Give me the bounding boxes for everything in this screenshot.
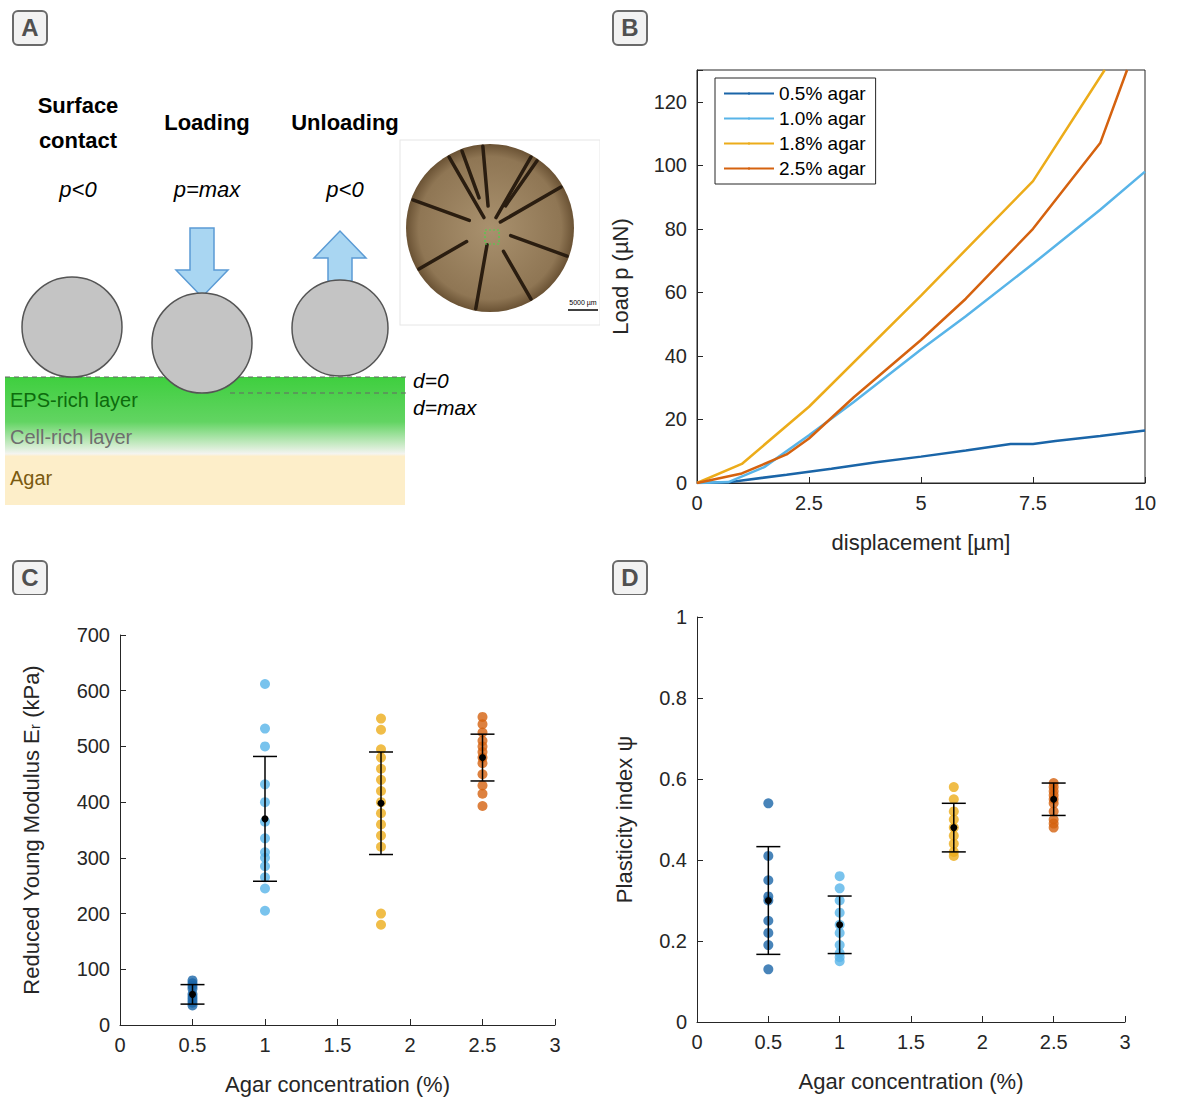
svg-text:0.6: 0.6 — [659, 768, 687, 790]
svg-text:20: 20 — [665, 408, 687, 430]
svg-text:Agar: Agar — [10, 467, 53, 489]
svg-text:0: 0 — [99, 1014, 110, 1036]
svg-text:3: 3 — [549, 1034, 560, 1056]
svg-text:0: 0 — [676, 1011, 687, 1033]
svg-text:1: 1 — [259, 1034, 270, 1056]
svg-text:5: 5 — [915, 492, 926, 514]
svg-text:100: 100 — [77, 958, 110, 980]
svg-text:contact: contact — [39, 128, 118, 153]
svg-text:p<0: p<0 — [58, 177, 97, 202]
svg-text:7.5: 7.5 — [1019, 492, 1047, 514]
svg-text:0: 0 — [114, 1034, 125, 1056]
svg-text:0: 0 — [676, 472, 687, 494]
svg-text:2: 2 — [404, 1034, 415, 1056]
svg-text:40: 40 — [665, 345, 687, 367]
svg-text:0.2: 0.2 — [659, 930, 687, 952]
svg-text:700: 700 — [77, 624, 110, 646]
svg-text:10: 10 — [1134, 492, 1156, 514]
svg-text:2: 2 — [977, 1031, 988, 1053]
svg-text:1.5: 1.5 — [324, 1034, 352, 1056]
svg-text:0.5: 0.5 — [754, 1031, 782, 1053]
svg-text:Agar concentration (%): Agar concentration (%) — [225, 1072, 450, 1097]
svg-text:p=max: p=max — [173, 177, 242, 202]
svg-text:60: 60 — [665, 281, 687, 303]
svg-text:Plasticity index ψ: Plasticity index ψ — [612, 736, 637, 903]
svg-text:p<0: p<0 — [325, 177, 364, 202]
svg-text:d=0: d=0 — [413, 369, 449, 392]
svg-text:0: 0 — [691, 492, 702, 514]
svg-text:2.5% agar: 2.5% agar — [779, 158, 866, 179]
svg-text:2.5: 2.5 — [1040, 1031, 1068, 1053]
svg-text:d=max: d=max — [413, 396, 478, 419]
svg-text:3: 3 — [1119, 1031, 1130, 1053]
svg-text:Unloading: Unloading — [291, 110, 399, 135]
svg-text:0.4: 0.4 — [659, 849, 687, 871]
svg-text:1.0% agar: 1.0% agar — [779, 108, 866, 129]
svg-text:1: 1 — [834, 1031, 845, 1053]
html-text:D: D — [621, 564, 639, 591]
svg-text:EPS-rich layer: EPS-rich layer — [10, 389, 138, 411]
svg-text:5000 µm: 5000 µm — [569, 299, 597, 307]
svg-text:2.5: 2.5 — [469, 1034, 497, 1056]
svg-text:1.8% agar: 1.8% agar — [779, 133, 866, 154]
svg-text:500: 500 — [77, 735, 110, 757]
svg-text:Agar concentration (%): Agar concentration (%) — [799, 1069, 1024, 1094]
svg-text:Surface: Surface — [38, 93, 119, 118]
svg-text:0.5% agar: 0.5% agar — [779, 83, 866, 104]
svg-text:Loading: Loading — [164, 110, 250, 135]
html-text:B: B — [621, 14, 639, 41]
svg-text:600: 600 — [77, 680, 110, 702]
svg-text:80: 80 — [665, 218, 687, 240]
svg-text:Cell-rich layer: Cell-rich layer — [10, 426, 133, 448]
svg-text:1.5: 1.5 — [897, 1031, 925, 1053]
svg-text:300: 300 — [77, 847, 110, 869]
svg-text:0: 0 — [691, 1031, 702, 1053]
svg-text:0.5: 0.5 — [179, 1034, 207, 1056]
html-text:A: A — [21, 14, 39, 41]
svg-text:2.5: 2.5 — [795, 492, 823, 514]
svg-text:0.8: 0.8 — [659, 687, 687, 709]
svg-text:200: 200 — [77, 903, 110, 925]
svg-text:120: 120 — [654, 91, 687, 113]
svg-text:1: 1 — [676, 606, 687, 628]
svg-text:400: 400 — [77, 791, 110, 813]
svg-text:displacement [µm]: displacement [µm] — [832, 530, 1011, 555]
svg-text:100: 100 — [654, 154, 687, 176]
svg-text:Reduced Young Modulus Eᵣ (kPa): Reduced Young Modulus Eᵣ (kPa) — [19, 665, 44, 994]
html-text:C: C — [21, 564, 39, 591]
svg-text:Load p (µN): Load p (µN) — [608, 218, 633, 335]
